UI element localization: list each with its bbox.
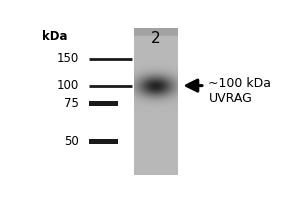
Text: UVRAG: UVRAG [208,92,252,105]
Text: 2: 2 [151,31,160,46]
FancyBboxPatch shape [89,139,118,144]
Text: 150: 150 [57,52,79,65]
Text: kDa: kDa [42,30,68,43]
FancyBboxPatch shape [89,101,118,106]
Text: 100: 100 [57,79,79,92]
Text: 75: 75 [64,97,79,110]
Text: ~100 kDa: ~100 kDa [208,77,272,90]
Text: 50: 50 [64,135,79,148]
